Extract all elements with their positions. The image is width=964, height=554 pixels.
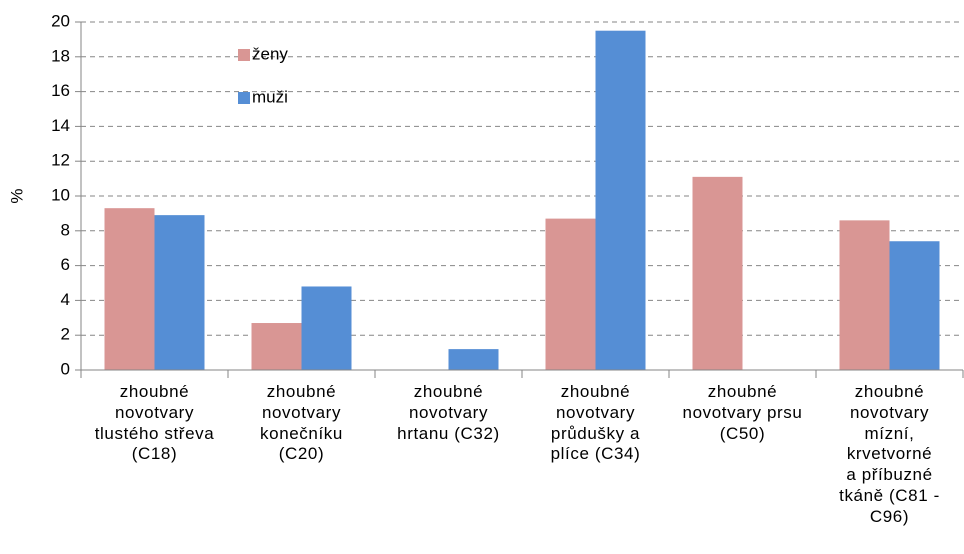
x-tick-label: zhoubné novotvary konečníku (C20) bbox=[260, 382, 343, 464]
bar bbox=[839, 220, 890, 370]
bar bbox=[251, 323, 302, 370]
bar bbox=[595, 30, 646, 370]
y-tick-label: 20 bbox=[51, 11, 70, 30]
legend-label: muži bbox=[252, 87, 288, 106]
y-tick-label: 16 bbox=[51, 81, 70, 100]
y-tick-label: 6 bbox=[61, 255, 70, 274]
bar bbox=[301, 286, 352, 370]
x-tick-label: zhoubné novotvary hrtanu (C32) bbox=[397, 382, 500, 443]
y-tick-label: 18 bbox=[51, 46, 70, 65]
y-tick-label: 10 bbox=[51, 185, 70, 204]
y-tick-label: 14 bbox=[51, 116, 70, 135]
legend-swatch bbox=[238, 49, 250, 61]
bar bbox=[545, 218, 596, 370]
bar bbox=[448, 349, 499, 370]
legend-swatch bbox=[238, 92, 250, 104]
y-tick-label: 8 bbox=[61, 220, 70, 239]
bar bbox=[889, 241, 940, 370]
bar bbox=[104, 208, 155, 370]
y-tick-label: 2 bbox=[61, 325, 70, 344]
y-axis-label: % bbox=[7, 188, 26, 203]
x-tick-label: zhoubné novotvary mízní, krvetvorné a př… bbox=[839, 382, 940, 526]
bar bbox=[692, 176, 743, 370]
x-tick-label: zhoubné novotvary průdušky a plíce (C34) bbox=[550, 382, 641, 464]
x-tick-label: zhoubné novotvary prsu (C50) bbox=[682, 382, 803, 443]
legend-label: ženy bbox=[252, 44, 288, 63]
y-tick-label: 12 bbox=[51, 151, 70, 170]
y-tick-label: 4 bbox=[61, 290, 70, 309]
bar bbox=[154, 215, 205, 370]
y-tick-label: 0 bbox=[61, 359, 70, 378]
x-tick-label: zhoubné novotvary tlustého střeva (C18) bbox=[94, 382, 215, 464]
